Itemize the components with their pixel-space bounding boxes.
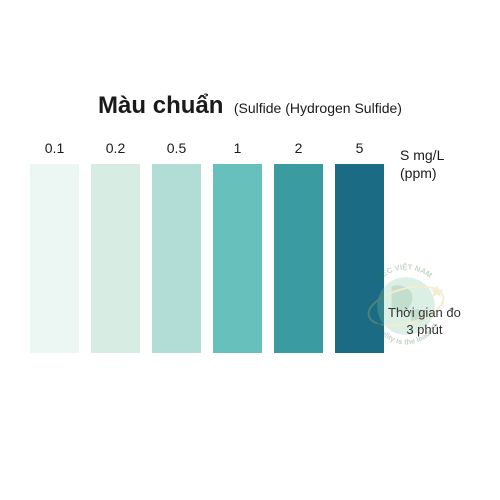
swatch xyxy=(274,164,323,353)
time-line2: 3 phút xyxy=(388,322,461,339)
swatch xyxy=(30,164,79,353)
swatch-label: 2 xyxy=(295,140,303,156)
swatch-col: 0.5 xyxy=(152,140,201,353)
swatch-label: 5 xyxy=(356,140,364,156)
measurement-time-note: Thời gian đo 3 phút xyxy=(388,305,461,339)
swatch-label: 0.5 xyxy=(167,140,186,156)
swatch-col: 0.2 xyxy=(91,140,140,353)
chart-title-main: Màu chuẩn xyxy=(98,92,223,119)
unit-label: S mg/L (ppm) xyxy=(400,146,444,182)
swatch xyxy=(152,164,201,353)
swatch-col: 0.1 xyxy=(30,140,79,353)
unit-line1: S mg/L xyxy=(400,146,444,164)
swatch xyxy=(213,164,262,353)
swatch-label: 0.1 xyxy=(45,140,64,156)
swatch-label: 1 xyxy=(234,140,242,156)
time-line1: Thời gian đo xyxy=(388,305,461,322)
swatch-col: 2 xyxy=(274,140,323,353)
swatch-col: 1 xyxy=(213,140,262,353)
swatch-label: 0.2 xyxy=(106,140,125,156)
chart-title-row: Màu chuẩn (Sulfide (Hydrogen Sulfide) xyxy=(0,92,500,120)
chart-title-sub: (Sulfide (Hydrogen Sulfide) xyxy=(234,100,402,116)
swatch xyxy=(91,164,140,353)
unit-line2: (ppm) xyxy=(400,164,444,182)
